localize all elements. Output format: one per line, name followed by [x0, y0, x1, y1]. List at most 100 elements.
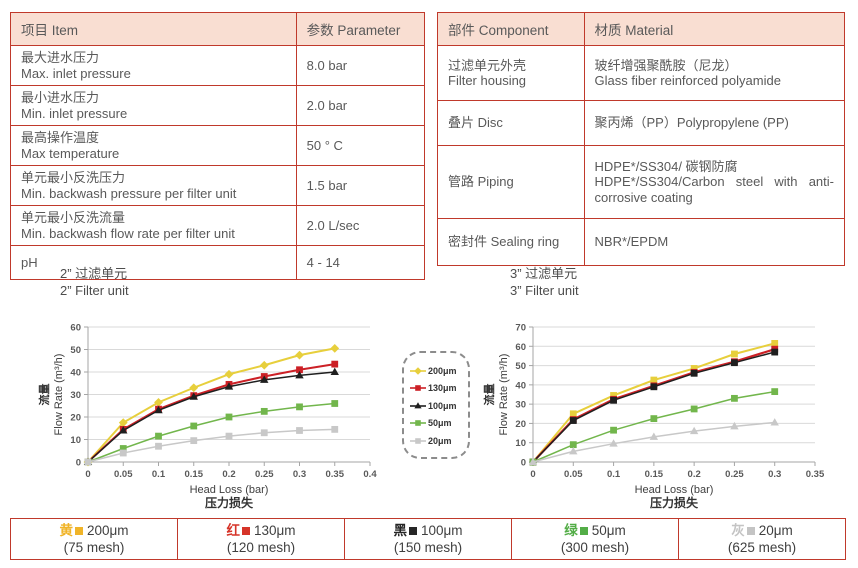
- marker-diamond: [295, 350, 304, 360]
- svg-text:0: 0: [85, 469, 90, 480]
- marker-square: [771, 339, 779, 347]
- mesh-size: 20μm: [758, 523, 793, 538]
- material-table-cell-component: 叠片 Disc: [437, 100, 585, 146]
- mesh-size: 130μm: [253, 523, 296, 538]
- series-line-100μm: [532, 351, 775, 463]
- legend-item-label: 100μm: [428, 400, 457, 411]
- marker-square: [190, 422, 198, 430]
- material-table-cell-component: 密封件 Sealing ring: [437, 218, 585, 266]
- marker-square: [771, 348, 779, 356]
- legend-item-20μm: 20μm: [410, 432, 464, 450]
- series-line-130μm: [87, 363, 335, 463]
- marker-square: [771, 388, 779, 396]
- spec-table-cell-item: pH: [10, 245, 297, 280]
- marker-square: [610, 392, 617, 399]
- legend-item-200μm: 200μm: [410, 362, 464, 380]
- marker-square: [415, 385, 421, 392]
- marker-triangle: [689, 426, 699, 435]
- mesh-color-swatch-icon: [408, 527, 417, 535]
- series-line-130μm: [532, 348, 776, 463]
- chart-2in-block: 2” 过滤单元 2” Filter unit 0 10 20 30 40 50 60 0 0.0…: [38, 266, 390, 511]
- chart-2in-title: 2” 过滤单元 2” Filter unit: [60, 266, 390, 299]
- mesh-color-name: 黄: [59, 523, 73, 538]
- svg-text:流量: 流量: [38, 384, 51, 406]
- series-line-50μm: [87, 402, 335, 463]
- svg-text:0.4: 0.4: [363, 469, 377, 480]
- svg-text:0.25: 0.25: [255, 469, 274, 480]
- svg-text:0.2: 0.2: [222, 469, 235, 480]
- marker-square: [296, 366, 303, 374]
- marker-square: [650, 415, 658, 423]
- chart-2in-plot: 0 10 20 30 40 50 60 0 0.05 0.1 0.15 0.2 0.25 0.3 0.35 0…: [38, 323, 377, 511]
- svg-text:50: 50: [515, 361, 526, 372]
- spec-table-cell-item: 单元最小反洗流量 Min. backwash flow rate per filt…: [10, 205, 297, 246]
- chart-legend-box: 200μm 130μm 100μm 50μm 20μm: [402, 351, 470, 459]
- series-line-200μm: [87, 347, 335, 463]
- spec-table-header-row: 项目 Item 参数 Parameter: [10, 12, 426, 46]
- svg-text:0.1: 0.1: [607, 469, 621, 480]
- marker-triangle: [770, 418, 779, 426]
- mesh-count: (75 mesh): [63, 540, 125, 555]
- spec-table-cell-item: 最小进水压力 Min. inlet pressure: [10, 85, 297, 126]
- spec-table-row: 单元最小反洗压力 Min. backwash pressure per filte…: [10, 165, 426, 206]
- legend-item-50μm: 50μm: [410, 415, 464, 433]
- svg-text:0.1: 0.1: [152, 469, 166, 480]
- spec-table-row: pH 4 - 14: [10, 245, 426, 280]
- marker-triangle: [730, 421, 739, 430]
- marker-square: [610, 396, 617, 404]
- mesh-legend-cell-200μm: 黄 200μm (75 mesh): [10, 518, 178, 560]
- marker-diamond: [330, 343, 340, 353]
- svg-text:40: 40: [515, 380, 526, 391]
- series-line-20μm: [87, 428, 335, 463]
- marker-triangle: [154, 405, 163, 414]
- spec-table-cell-value: 2.0 L/sec: [295, 205, 426, 246]
- svg-text:20: 20: [515, 419, 526, 430]
- svg-text:Head Loss (bar): Head Loss (bar): [190, 484, 269, 496]
- marker-diamond: [189, 383, 199, 393]
- marker-triangle: [330, 367, 339, 375]
- marker-triangle: [609, 439, 618, 447]
- legend-item-label: 130μm: [428, 383, 457, 394]
- marker-square: [331, 360, 339, 368]
- svg-text:0.35: 0.35: [806, 469, 825, 480]
- legend-item-100μm: 100μm: [410, 397, 464, 415]
- spec-table-row: 最大进水压力 Max. inlet pressure 8.0 bar: [10, 45, 426, 86]
- svg-text:Flow Rate (m³/h): Flow Rate (m³/h): [498, 354, 510, 436]
- material-table-row: 密封件 Sealing ring NBR*/EPDM: [437, 218, 846, 266]
- marker-triangle: [414, 401, 422, 409]
- material-table-row: 过滤单元外壳 Filter housing 玻纤增强聚酰胺（尼龙） Glass fib…: [437, 45, 846, 101]
- marker-diamond: [224, 369, 234, 379]
- marker-square: [84, 458, 92, 466]
- spec-table-body: 最大进水压力 Max. inlet pressure 8.0 bar 最小进水压力 Mi…: [10, 45, 426, 280]
- marker-square: [415, 437, 421, 444]
- marker-square: [650, 376, 658, 384]
- chart-3in-plot: 0 10 20 30 40 50 60 70 0 0.05 0.1 0.15 0.2 0.25 0.3 0.3…: [483, 323, 825, 511]
- svg-text:60: 60: [70, 323, 81, 334]
- mesh-color-swatch-icon: [241, 527, 250, 535]
- marker-diamond: [259, 360, 269, 370]
- spec-table-row: 最高操作温度 Max temperature 50 ° C: [10, 125, 426, 166]
- svg-text:流量: 流量: [483, 384, 496, 406]
- svg-text:30: 30: [515, 400, 526, 411]
- marker-triangle: [189, 392, 198, 400]
- material-table-cell-component: 过滤单元外壳 Filter housing: [437, 45, 585, 101]
- svg-text:0.25: 0.25: [725, 469, 744, 480]
- marker-square: [415, 420, 421, 427]
- chart-3in-title: 3” 过滤单元 3” Filter unit: [510, 266, 835, 299]
- material-table-row: 管路 Piping HDPE*/SS304/ 碳钢防腐 HDPE*/SS304/Ca…: [437, 145, 846, 219]
- mesh-legend-cell-50μm: 绿 50μm (300 mesh): [511, 518, 679, 560]
- svg-text:10: 10: [70, 435, 81, 446]
- marker-square: [225, 413, 233, 421]
- chart-2in-title-cn: 2” 过滤单元: [60, 266, 128, 281]
- mesh-color-name: 红: [226, 523, 240, 538]
- svg-text:0.3: 0.3: [768, 469, 781, 480]
- svg-text:50: 50: [70, 345, 81, 356]
- chart-3in-title-en: 3” Filter unit: [510, 282, 579, 298]
- spec-table-row: 单元最小反洗流量 Min. backwash flow rate per filt…: [10, 205, 426, 246]
- series-line-50μm: [532, 390, 775, 463]
- marker-square: [731, 359, 738, 367]
- mesh-count: (150 mesh): [393, 540, 463, 555]
- mesh-count: (625 mesh): [727, 540, 797, 555]
- chart-3in-block: 3” 过滤单元 3” Filter unit 0 10 20 30 40 50 60 70 0 0…: [483, 266, 835, 511]
